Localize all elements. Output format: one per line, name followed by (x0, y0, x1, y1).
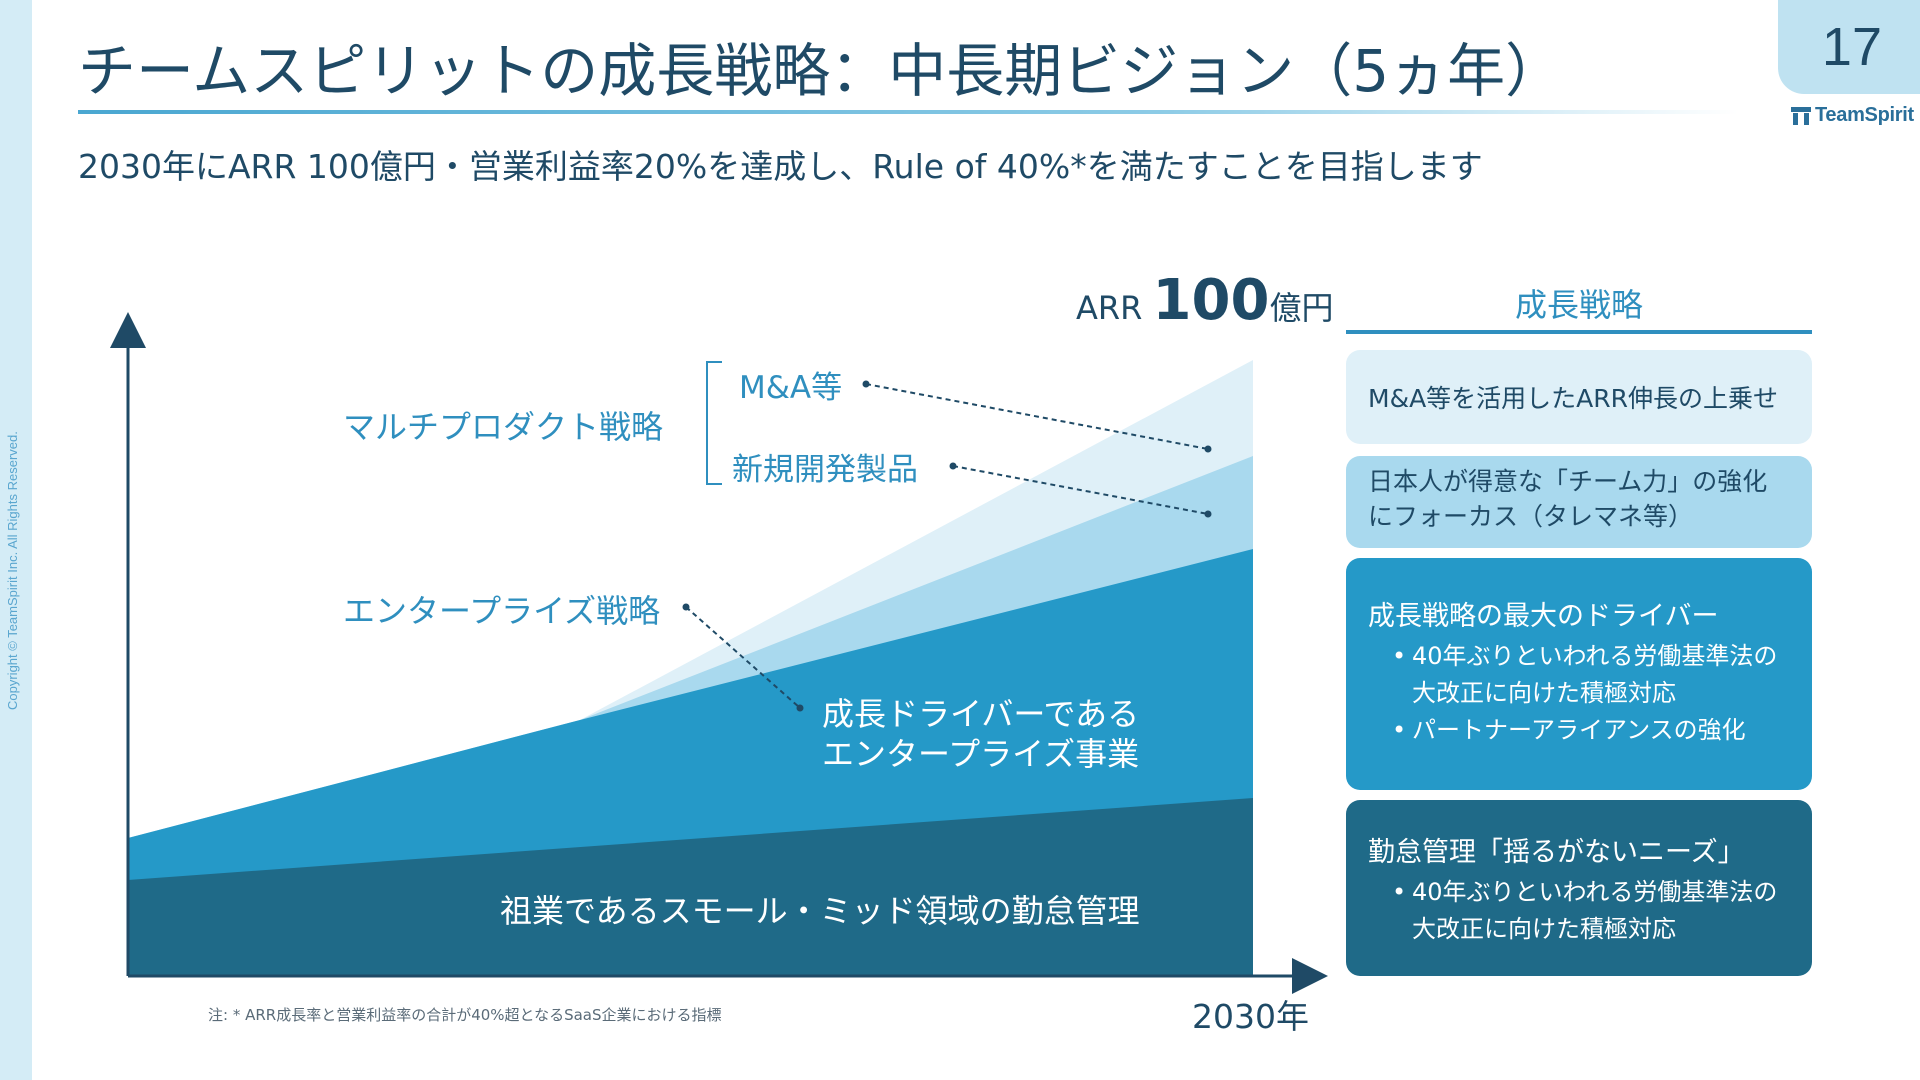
page-number: 17 (1821, 17, 1882, 77)
list-item: 40年ぶりといわれる労働基準法の 大改正に向けた積極対応 (1392, 638, 1790, 712)
page-title: チームスピリットの成長戦略：中長期ビジョン（5ヵ年） (78, 37, 1564, 105)
bullet-line: 大改正に向けた積極対応 (1412, 915, 1676, 943)
arr-target-value: 100 (1152, 268, 1270, 333)
bullet-line: 40年ぶりといわれる労働基準法の (1412, 642, 1778, 670)
strategy-panel-title: 成長戦略 (1514, 286, 1643, 324)
x-axis-year-label: 2030年 (1192, 997, 1309, 1036)
base-business-label: 祖業であるスモール・ミッド領域の勤怠管理 (500, 892, 1140, 930)
footnote: 注: * ARR成長率と営業利益率の合計が40%超となるSaaS企業における指標 (208, 1006, 722, 1024)
title-underline (78, 110, 1738, 114)
list-item: パートナーアライアンスの強化 (1392, 712, 1790, 749)
new-product-leader-dot-end (1204, 510, 1212, 518)
strategy-card-ma: M&A等を活用したARR伸長の上乗せ (1346, 350, 1812, 444)
new-product-label: 新規開発製品 (732, 452, 918, 488)
strategy-card-attendance: 勤怠管理「揺るがないニーズ」 40年ぶりといわれる労働基準法の 大改正に向けた積… (1346, 800, 1812, 976)
enterprise-leader-dot-end (796, 704, 804, 712)
enterprise-leader-line (685, 606, 801, 709)
enterprise-business-label-line1: 成長ドライバーである (822, 695, 1140, 733)
base-business-area (128, 798, 1253, 976)
ma-leader-dot-start (862, 380, 870, 388)
teamspirit-logo: TeamSpirit (1790, 104, 1914, 127)
arr-prefix: ARR (1076, 289, 1153, 327)
enterprise-leader-dot-start (682, 603, 690, 611)
strategy-card-team-power: 日本人が得意な「チーム力」の強化 にフォーカス（タレマネ等） (1346, 456, 1812, 548)
page-number-badge: 17 (1778, 0, 1920, 94)
bullet-line: 40年ぶりといわれる労働基準法の (1412, 878, 1778, 906)
enterprise-business-label-line2: エンタープライズ事業 (822, 735, 1140, 773)
strategy-card-ma-text: M&A等を活用したARR伸長の上乗せ (1368, 384, 1779, 413)
strategy-card-main-driver-bullets: 40年ぶりといわれる労働基準法の 大改正に向けた積極対応 パートナーアライアンス… (1368, 638, 1790, 749)
enterprise-strategy-label: エンタープライズ戦略 (343, 592, 661, 630)
multiproduct-bracket (706, 361, 722, 485)
teamspirit-logo-icon (1791, 106, 1811, 125)
ma-leader-line (865, 383, 1209, 450)
ma-leader-dot-end (1204, 445, 1212, 453)
strategy-card-attendance-bullets: 40年ぶりといわれる労働基準法の 大改正に向けた積極対応 (1368, 874, 1790, 948)
bullet-line: 大改正に向けた積極対応 (1412, 679, 1676, 707)
left-decorative-strip (0, 0, 32, 1080)
enterprise-business-label: 成長ドライバーである エンタープライズ事業 (822, 694, 1139, 774)
strategy-panel-underline (1346, 330, 1812, 334)
new-product-leader-dot-start (949, 462, 957, 470)
arr-target-unit: 億円 (1269, 289, 1334, 327)
strategy-card-team-power-line2: にフォーカス（タレマネ等） (1368, 502, 1694, 531)
page-subtitle: 2030年にARR 100億円・営業利益率20%を達成し、Rule of 40%… (78, 147, 1483, 186)
strategy-card-team-power-line1: 日本人が得意な「チーム力」の強化 (1368, 467, 1768, 496)
logo-wordmark: TeamSpirit (1815, 104, 1914, 126)
ma-label: M&A等 (739, 370, 843, 406)
bullet-line: パートナーアライアンスの強化 (1412, 716, 1746, 744)
new-product-leader-line (952, 465, 1209, 515)
arr-target-label: ARR 100億円 (1076, 268, 1333, 333)
strategy-card-main-driver-heading: 成長戦略の最大のドライバー (1368, 601, 1719, 632)
strategy-card-main-driver: 成長戦略の最大のドライバー 40年ぶりといわれる労働基準法の 大改正に向けた積極… (1346, 558, 1812, 790)
list-item: 40年ぶりといわれる労働基準法の 大改正に向けた積極対応 (1392, 874, 1790, 948)
strategy-card-attendance-heading: 勤怠管理「揺るがないニーズ」 (1368, 837, 1745, 868)
multiproduct-strategy-label: マルチプロダクト戦略 (343, 408, 664, 446)
